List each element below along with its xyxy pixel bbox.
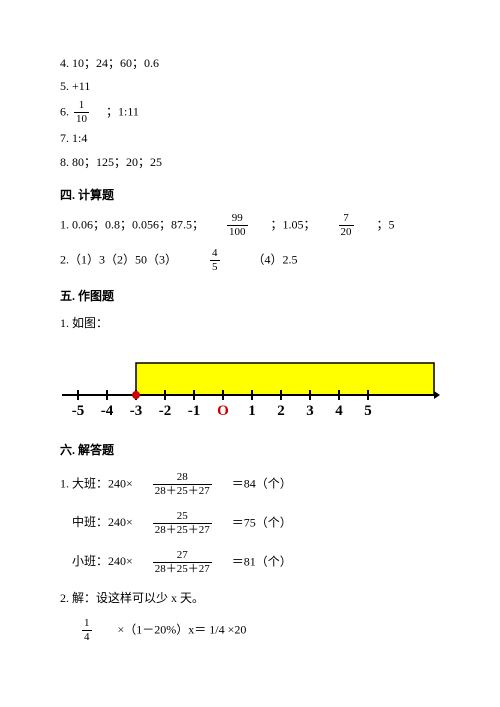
item-6-pre: 6. bbox=[60, 105, 72, 119]
item-4: 4. 10；24；60；0.6 bbox=[60, 54, 440, 73]
section-4-title: 四. 计算题 bbox=[60, 186, 440, 203]
sec6-row-frac: 2528＋25＋27 bbox=[153, 511, 212, 536]
sec4-q1-a: 1. 0.06；0.8；0.056；87.5； bbox=[60, 217, 204, 231]
item-6-post: ；1:11 bbox=[94, 105, 139, 119]
frac-den: 4 bbox=[82, 631, 92, 643]
sec6-row-eq: ＝81（个） bbox=[232, 554, 292, 568]
sec4-q2-a: 2.（1）3（2）50（3） bbox=[60, 252, 177, 266]
sec6-q2-a: 2. 解：设这样可以少 x 天。 bbox=[60, 589, 440, 608]
svg-text:4: 4 bbox=[335, 403, 343, 419]
frac-num: 1 bbox=[74, 100, 89, 113]
sec4-q2: 2.（1）3（2）50（3） 4 5 （4）2.5 bbox=[60, 248, 440, 273]
svg-text:5: 5 bbox=[364, 403, 372, 419]
svg-text:-1: -1 bbox=[188, 403, 201, 419]
sec4-q1-f2: 7 20 bbox=[339, 213, 354, 238]
sec6-row: 小班：240× 2728＋25＋27 ＝81（个） bbox=[60, 550, 440, 575]
sec4-q2-b: （4）2.5 bbox=[253, 252, 298, 266]
sec4-q2-f: 4 5 bbox=[210, 248, 220, 273]
sec6-row: 1. 大班：240× 2828＋25＋27 ＝84（个） bbox=[60, 472, 440, 497]
sec4-q1-b: ；1.05； bbox=[271, 217, 316, 231]
svg-text:2: 2 bbox=[277, 403, 285, 419]
svg-text:-3: -3 bbox=[130, 403, 143, 419]
frac-num: 1 bbox=[82, 618, 92, 631]
sec6-q2-b: ×（1－20%）x＝ 1/4 ×20 bbox=[118, 622, 247, 636]
item-8: 8. 80；125；20；25 bbox=[60, 153, 440, 172]
item-6: 6. 1 10 ；1:11 bbox=[60, 100, 440, 125]
sec6-row-frac: 2728＋25＋27 bbox=[153, 550, 212, 575]
sec6-row-label: 小班：240× bbox=[60, 554, 133, 568]
svg-text:3: 3 bbox=[306, 403, 314, 419]
sec5-q1: 1. 如图： bbox=[60, 314, 440, 333]
sec6-row-label: 中班：240× bbox=[60, 515, 133, 529]
frac-den: 20 bbox=[339, 226, 354, 238]
section-6-title: 六. 解答题 bbox=[60, 441, 440, 458]
frac-num: 27 bbox=[153, 550, 212, 563]
svg-text:O: O bbox=[217, 403, 229, 419]
sec6-row-label: 1. 大班：240× bbox=[60, 476, 133, 490]
sec6-row-eq: ＝84（个） bbox=[232, 476, 292, 490]
svg-text:-5: -5 bbox=[72, 403, 85, 419]
sec6-row-eq: ＝75（个） bbox=[232, 515, 292, 529]
sec6-row-frac: 2828＋25＋27 bbox=[153, 472, 212, 497]
frac-den: 28＋25＋27 bbox=[153, 485, 212, 497]
frac-num: 28 bbox=[153, 472, 212, 485]
svg-text:-2: -2 bbox=[159, 403, 172, 419]
svg-text:1: 1 bbox=[248, 403, 256, 419]
number-line-figure: -5 -4 -3 -2 -1 O 1 2 3 4 5 bbox=[60, 351, 440, 421]
item-6-frac: 1 10 bbox=[74, 100, 89, 125]
frac-num: 99 bbox=[227, 213, 248, 226]
frac-den: 28＋25＋27 bbox=[153, 563, 212, 575]
frac-num: 7 bbox=[339, 213, 354, 226]
frac-num: 25 bbox=[153, 511, 212, 524]
frac-den: 28＋25＋27 bbox=[153, 524, 212, 536]
frac-den: 5 bbox=[210, 261, 220, 273]
sec4-q1-f1: 99 100 bbox=[227, 213, 248, 238]
item-7: 7. 1:4 bbox=[60, 129, 440, 148]
sec6-q2-expr: 1 4 ×（1－20%）x＝ 1/4 ×20 bbox=[60, 618, 440, 643]
section-5-title: 五. 作图题 bbox=[60, 287, 440, 304]
svg-text:-4: -4 bbox=[101, 403, 114, 419]
item-5: 5. +11 bbox=[60, 77, 440, 96]
frac-den: 10 bbox=[74, 113, 89, 125]
sec6-q2-frac: 1 4 bbox=[82, 618, 92, 643]
number-line-svg: -5 -4 -3 -2 -1 O 1 2 3 4 5 bbox=[60, 351, 440, 421]
sec4-q1: 1. 0.06；0.8；0.056；87.5； 99 100 ；1.05； 7 … bbox=[60, 213, 440, 238]
sec6-row: 中班：240× 2528＋25＋27 ＝75（个） bbox=[60, 511, 440, 536]
sec4-q1-c: ；5 bbox=[377, 217, 395, 231]
frac-den: 100 bbox=[227, 226, 248, 238]
frac-num: 4 bbox=[210, 248, 220, 261]
